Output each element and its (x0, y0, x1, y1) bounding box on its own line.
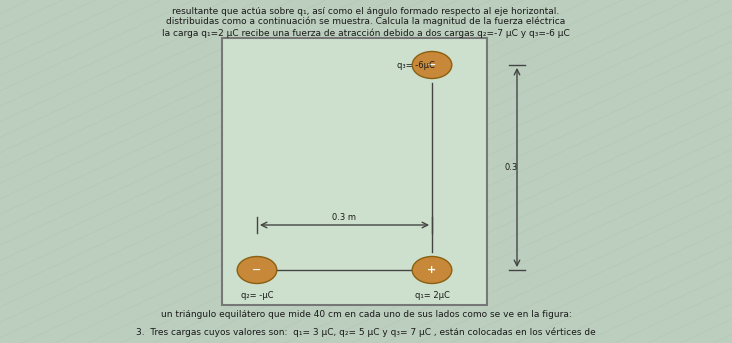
Ellipse shape (412, 257, 452, 284)
Text: +: + (427, 265, 436, 275)
Text: distribuidas como a continuación se muestra. Calcula la magnitud de la fuerza el: distribuidas como a continuación se mues… (166, 17, 566, 26)
Bar (222, 38, 487, 305)
Text: −: − (427, 60, 437, 70)
Text: 3.  Tres cargas cuyos valores son:  q₁= 3 μC, q₂= 5 μC y q₃= 7 μC , están coloca: 3. Tres cargas cuyos valores son: q₁= 3 … (136, 328, 596, 338)
Text: un triángulo equilátero que mide 40 cm en cada uno de sus lados como se ve en la: un triángulo equilátero que mide 40 cm e… (160, 310, 572, 319)
Text: 0.3 m: 0.3 m (332, 213, 356, 222)
Ellipse shape (237, 257, 277, 284)
Ellipse shape (412, 51, 452, 79)
Text: la carga q₁=2 μC recibe una fuerza de atracción debido a dos cargas q₂=-7 μC y q: la carga q₁=2 μC recibe una fuerza de at… (162, 28, 570, 37)
Text: −: − (253, 265, 261, 275)
Text: q₂= -μC: q₂= -μC (241, 291, 273, 300)
Text: q₃= -6μC: q₃= -6μC (397, 60, 435, 70)
Text: resultante que actúa sobre q₁, así como el ángulo formado respecto al eje horizo: resultante que actúa sobre q₁, así como … (172, 7, 560, 16)
Text: 0.3: 0.3 (505, 163, 518, 172)
Text: q₁= 2μC: q₁= 2μC (414, 291, 449, 300)
